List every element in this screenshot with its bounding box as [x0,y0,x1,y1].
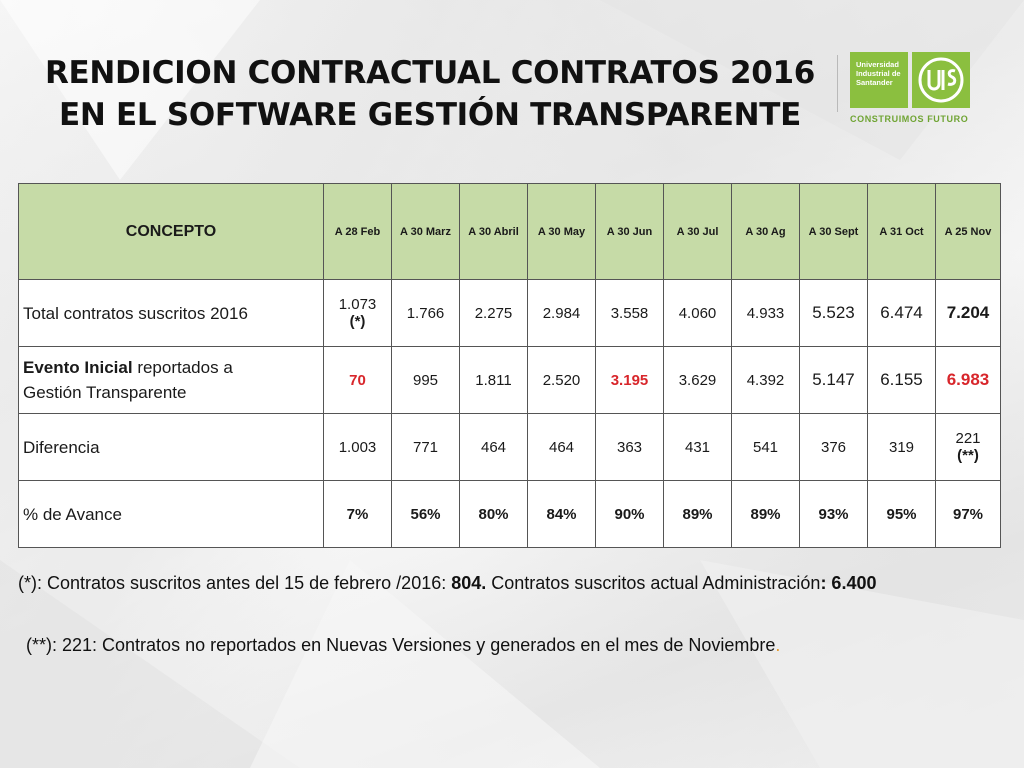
university-logo: Universidad Industrial de Santander CONS… [850,52,970,132]
footnote-1: (*): Contratos suscritos antes del 15 de… [18,573,876,594]
table-cell: 7.204 [935,279,1001,347]
header-col: A 30 Abril [459,183,528,280]
contracts-table: CONCEPTO A 28 Feb A 30 Marz A 30 Abril A… [18,183,1001,548]
header-concept: CONCEPTO [18,183,324,280]
header-col: A 30 Sept [799,183,868,280]
cell-note: (**) [957,447,979,464]
footnote-1-text-2: Contratos suscritos actual Administració… [486,573,821,593]
table-cell: 464 [527,413,596,481]
table-cell: 93% [799,480,868,548]
footnote-1-count: 804. [451,573,487,593]
row-label: Total contratos suscritos 2016 [18,279,324,347]
header-col: A 31 Oct [867,183,936,280]
table-cell: 363 [595,413,664,481]
logo-name-line-3: Santander [856,78,893,87]
table-cell: 4.060 [663,279,732,347]
logo-mark-icon [912,52,970,108]
table-cell: 2.520 [527,346,596,414]
cell-value: 221 [955,430,981,447]
row-label: Diferencia [18,413,324,481]
row-label-rest: reportados a [132,358,233,377]
table-row-total: Total contratos suscritos 2016 1.073 (*) … [18,279,1001,347]
table-cell: 4.392 [731,346,800,414]
row-label-bold: Evento Inicial [23,358,133,377]
logo-name-line-2: Industrial de [856,69,901,78]
table-cell: 1.003 [323,413,392,481]
header-col: A 30 Jul [663,183,732,280]
table-cell: 1.073 (*) [323,279,392,347]
table-cell: 97% [935,480,1001,548]
footnote-1-total: : 6.400 [820,573,877,593]
table-cell: 6.474 [867,279,936,347]
footnote-1-text: (*): Contratos suscritos antes del 15 de… [18,573,452,593]
header-col: A 25 Nov [935,183,1001,280]
logo-divider [837,55,838,112]
footnote-2-text: (**): 221: Contratos no reportados en Nu… [26,635,776,655]
row-label: % de Avance [18,480,324,548]
table-cell: 1.811 [459,346,528,414]
table-cell: 90% [595,480,664,548]
cell-value: 1.073 [338,296,377,313]
header-col: A 30 Marz [391,183,460,280]
table-cell: 771 [391,413,460,481]
table-cell: 89% [731,480,800,548]
title-line-2: EN EL SOFTWARE GESTIÓN TRANSPARENTE [59,97,801,133]
header-col: A 30 Jun [595,183,664,280]
table-cell: 89% [663,480,732,548]
table-cell: 376 [799,413,868,481]
cell-note: (*) [349,313,366,330]
table-header-row: CONCEPTO A 28 Feb A 30 Marz A 30 Abril A… [18,183,1001,280]
table-cell: 70 [323,346,392,414]
table-cell: 95% [867,480,936,548]
title-line-1: RENDICION CONTRACTUAL CONTRATOS 2016 [44,55,816,91]
table-cell: 6.155 [867,346,936,414]
table-cell: 5.523 [799,279,868,347]
row-label: Evento Inicial reportados a Gestión Trans… [18,346,324,414]
table-cell: 3.195 [595,346,664,414]
table-cell: 6.983 [935,346,1001,414]
table-cell: 84% [527,480,596,548]
table-cell: 56% [391,480,460,548]
row-label-rest-2: Gestión Transparente [23,383,187,402]
header-col: A 28 Feb [323,183,392,280]
table-cell: 319 [867,413,936,481]
table-cell: 464 [459,413,528,481]
table-cell: 2.984 [527,279,596,347]
table-row-evento: Evento Inicial reportados a Gestión Trans… [18,346,1001,414]
table-cell: 1.766 [391,279,460,347]
footnote-2-period: . [775,635,781,655]
table-cell: 2.275 [459,279,528,347]
logo-name-line-1: Universidad [856,60,899,69]
page-title: RENDICION CONTRACTUAL CONTRATOS 2016 EN … [40,52,820,136]
table-row-diferencia: Diferencia 1.003 771 464 464 363 431 541… [18,413,1001,481]
logo-name-box: Universidad Industrial de Santander [850,52,908,108]
table-cell: 221 (**) [935,413,1001,481]
table-cell: 4.933 [731,279,800,347]
header-col: A 30 May [527,183,596,280]
table-row-avance: % de Avance 7% 56% 80% 84% 90% 89% 89% 9… [18,480,1001,548]
table-cell: 5.147 [799,346,868,414]
table-cell: 80% [459,480,528,548]
table-cell: 995 [391,346,460,414]
table-cell: 431 [663,413,732,481]
table-cell: 3.629 [663,346,732,414]
header-col: A 30 Ag [731,183,800,280]
table-cell: 541 [731,413,800,481]
table-cell: 3.558 [595,279,664,347]
footnote-2: (**): 221: Contratos no reportados en Nu… [26,635,780,656]
table-cell: 7% [323,480,392,548]
logo-slogan: CONSTRUIMOS FUTURO [850,114,969,124]
